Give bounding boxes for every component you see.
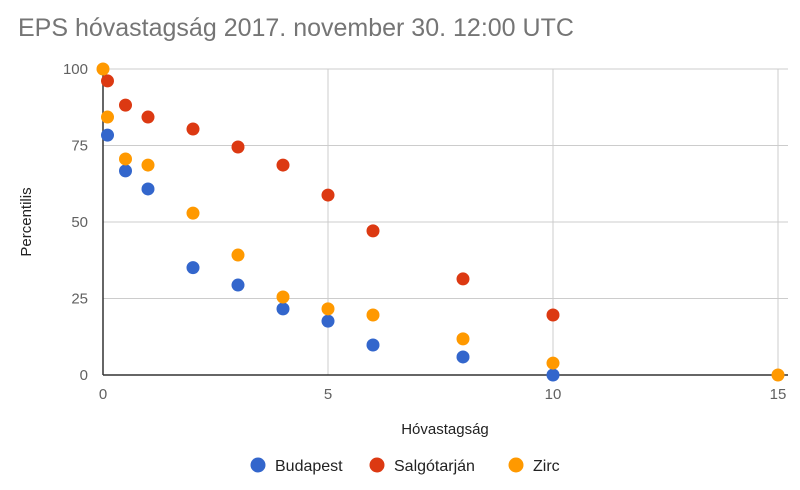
- data-point-zirc[interactable]: [101, 110, 114, 124]
- data-point-zirc[interactable]: [186, 206, 200, 220]
- legend-item[interactable]: Budapest: [250, 457, 344, 476]
- legend-label: Zirc: [533, 458, 560, 475]
- x-tick-label: 15: [770, 386, 787, 403]
- x-axis-title: Hóvastagság: [401, 421, 489, 438]
- legend-label: Budapest: [275, 458, 343, 475]
- data-point-salgtarjn[interactable]: [456, 272, 470, 286]
- gridlines: [103, 68, 788, 375]
- data-point-budapest[interactable]: [546, 368, 560, 382]
- data-point-salgtarjn[interactable]: [321, 188, 335, 202]
- legend-marker-icon: [508, 457, 524, 473]
- data-point-salgtarjn[interactable]: [186, 122, 200, 136]
- data-point-salgtarjn[interactable]: [141, 110, 155, 124]
- y-tick-label: 25: [71, 291, 88, 308]
- data-point-salgtarjn[interactable]: [366, 224, 380, 238]
- legend-marker-icon: [250, 457, 266, 473]
- legend-item[interactable]: Salgótarján: [369, 457, 475, 476]
- y-tick-label: 75: [71, 138, 88, 155]
- y-tick-label: 100: [63, 61, 88, 78]
- y-tick-label: 0: [80, 367, 88, 384]
- legend-label: Salgótarján: [394, 458, 475, 475]
- data-point-zirc[interactable]: [546, 356, 560, 370]
- data-point-zirc[interactable]: [771, 368, 785, 382]
- data-point-budapest[interactable]: [456, 350, 470, 364]
- data-point-budapest[interactable]: [276, 302, 290, 316]
- x-axis-ticks: 0 5 10 15: [99, 386, 787, 403]
- y-axis-title: Percentilis: [18, 187, 35, 256]
- data-point-salgtarjn[interactable]: [546, 308, 560, 322]
- data-point-salgtarjn[interactable]: [276, 158, 290, 172]
- data-point-budapest[interactable]: [119, 164, 132, 178]
- data-point-zirc[interactable]: [456, 332, 470, 346]
- legend-marker-icon: [369, 457, 385, 473]
- data-point-zirc[interactable]: [321, 302, 335, 316]
- legend-item[interactable]: Zirc: [508, 457, 560, 476]
- data-point-zirc[interactable]: [141, 158, 155, 172]
- data-point-zirc[interactable]: [231, 248, 245, 262]
- legend: Budapest Salgótarján Zirc: [250, 457, 560, 476]
- data-point-zirc[interactable]: [96, 62, 110, 76]
- x-tick-label: 0: [99, 386, 107, 403]
- data-point-zirc[interactable]: [119, 152, 132, 166]
- data-point-budapest[interactable]: [186, 261, 200, 275]
- data-point-budapest[interactable]: [231, 278, 245, 292]
- data-point-budapest[interactable]: [321, 314, 335, 328]
- chart-title: EPS hóvastagság 2017. november 30. 12:00…: [18, 14, 574, 42]
- data-point-salgtarjn[interactable]: [101, 74, 114, 88]
- data-point-salgtarjn[interactable]: [119, 98, 132, 112]
- y-tick-label: 50: [71, 214, 88, 231]
- data-point-budapest[interactable]: [366, 338, 380, 352]
- data-point-budapest[interactable]: [141, 182, 155, 196]
- data-point-budapest[interactable]: [101, 128, 114, 142]
- data-points: [96, 62, 785, 382]
- y-axis-ticks: 0 25 50 75 100: [63, 61, 88, 384]
- data-point-zirc[interactable]: [366, 308, 380, 322]
- x-tick-label: 5: [324, 386, 332, 403]
- data-point-salgtarjn[interactable]: [231, 140, 245, 154]
- x-tick-label: 10: [545, 386, 562, 403]
- data-point-zirc[interactable]: [276, 290, 290, 304]
